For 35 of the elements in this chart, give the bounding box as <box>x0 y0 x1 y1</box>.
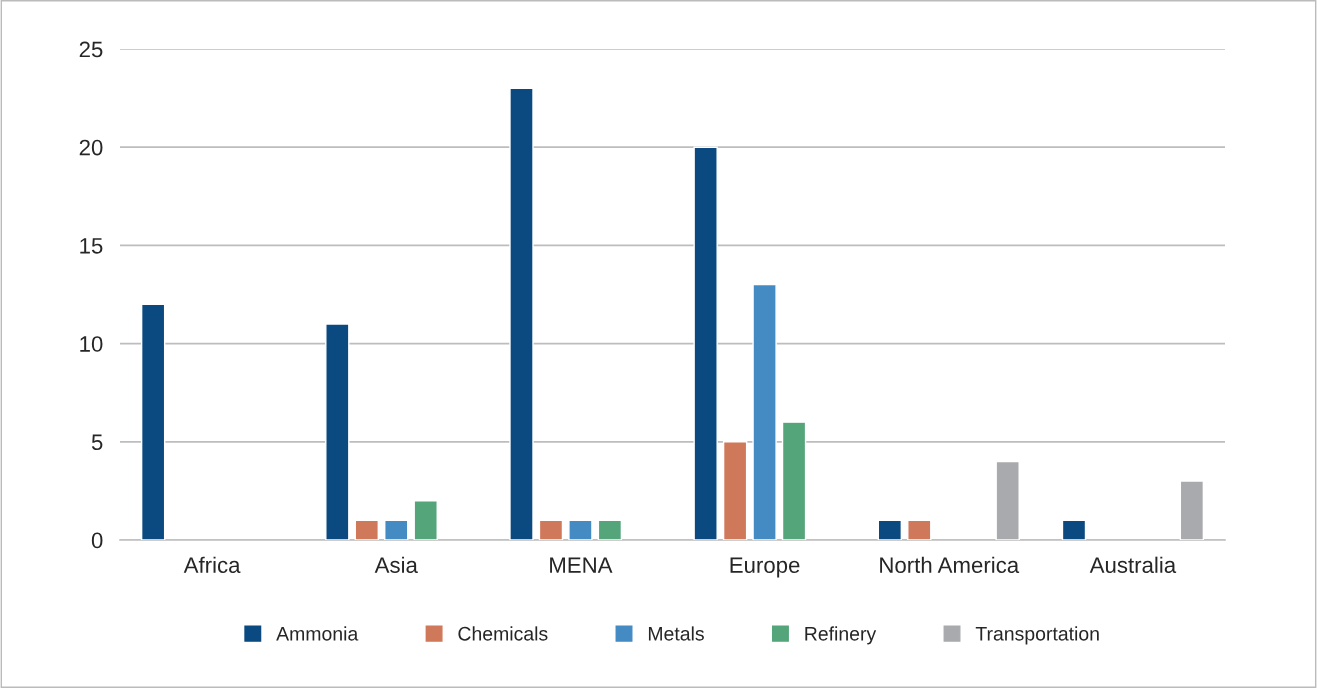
bar <box>781 421 807 540</box>
legend-label: Transportation <box>975 626 1099 645</box>
bar <box>877 519 903 540</box>
y-tick-label: 20 <box>79 139 103 156</box>
x-tick-label: Europe <box>730 557 800 578</box>
bar <box>722 441 748 540</box>
x-tick-label: North America <box>880 556 1020 573</box>
bar <box>995 460 1020 540</box>
y-tick-label: 25 <box>79 41 103 58</box>
bar <box>354 519 379 540</box>
bar <box>693 146 718 540</box>
legend-label: Chemicals <box>458 626 548 641</box>
bar <box>325 323 350 540</box>
bar <box>140 303 166 540</box>
y-tick-label: 10 <box>80 336 103 352</box>
x-tick-label: Australia <box>1089 556 1177 573</box>
bar <box>509 87 534 540</box>
x-tick-label: Asia <box>374 556 418 573</box>
legend-label: Refinery <box>805 626 877 645</box>
bar <box>413 500 438 540</box>
bar <box>752 283 777 540</box>
bar <box>597 519 623 540</box>
y-tick-label: 0 <box>91 532 103 549</box>
legend-label: Metals <box>648 626 704 641</box>
bar <box>1179 480 1205 540</box>
y-tick-label: 15 <box>80 238 103 254</box>
x-tick-label: Africa <box>183 556 241 573</box>
legend-label: Ammonia <box>276 626 359 641</box>
bar <box>907 519 932 540</box>
y-tick-label: 5 <box>91 434 103 451</box>
bar <box>384 519 409 540</box>
bar <box>568 519 593 540</box>
bar <box>1061 519 1087 540</box>
bar <box>538 519 564 540</box>
x-tick-label: MENA <box>550 557 613 573</box>
